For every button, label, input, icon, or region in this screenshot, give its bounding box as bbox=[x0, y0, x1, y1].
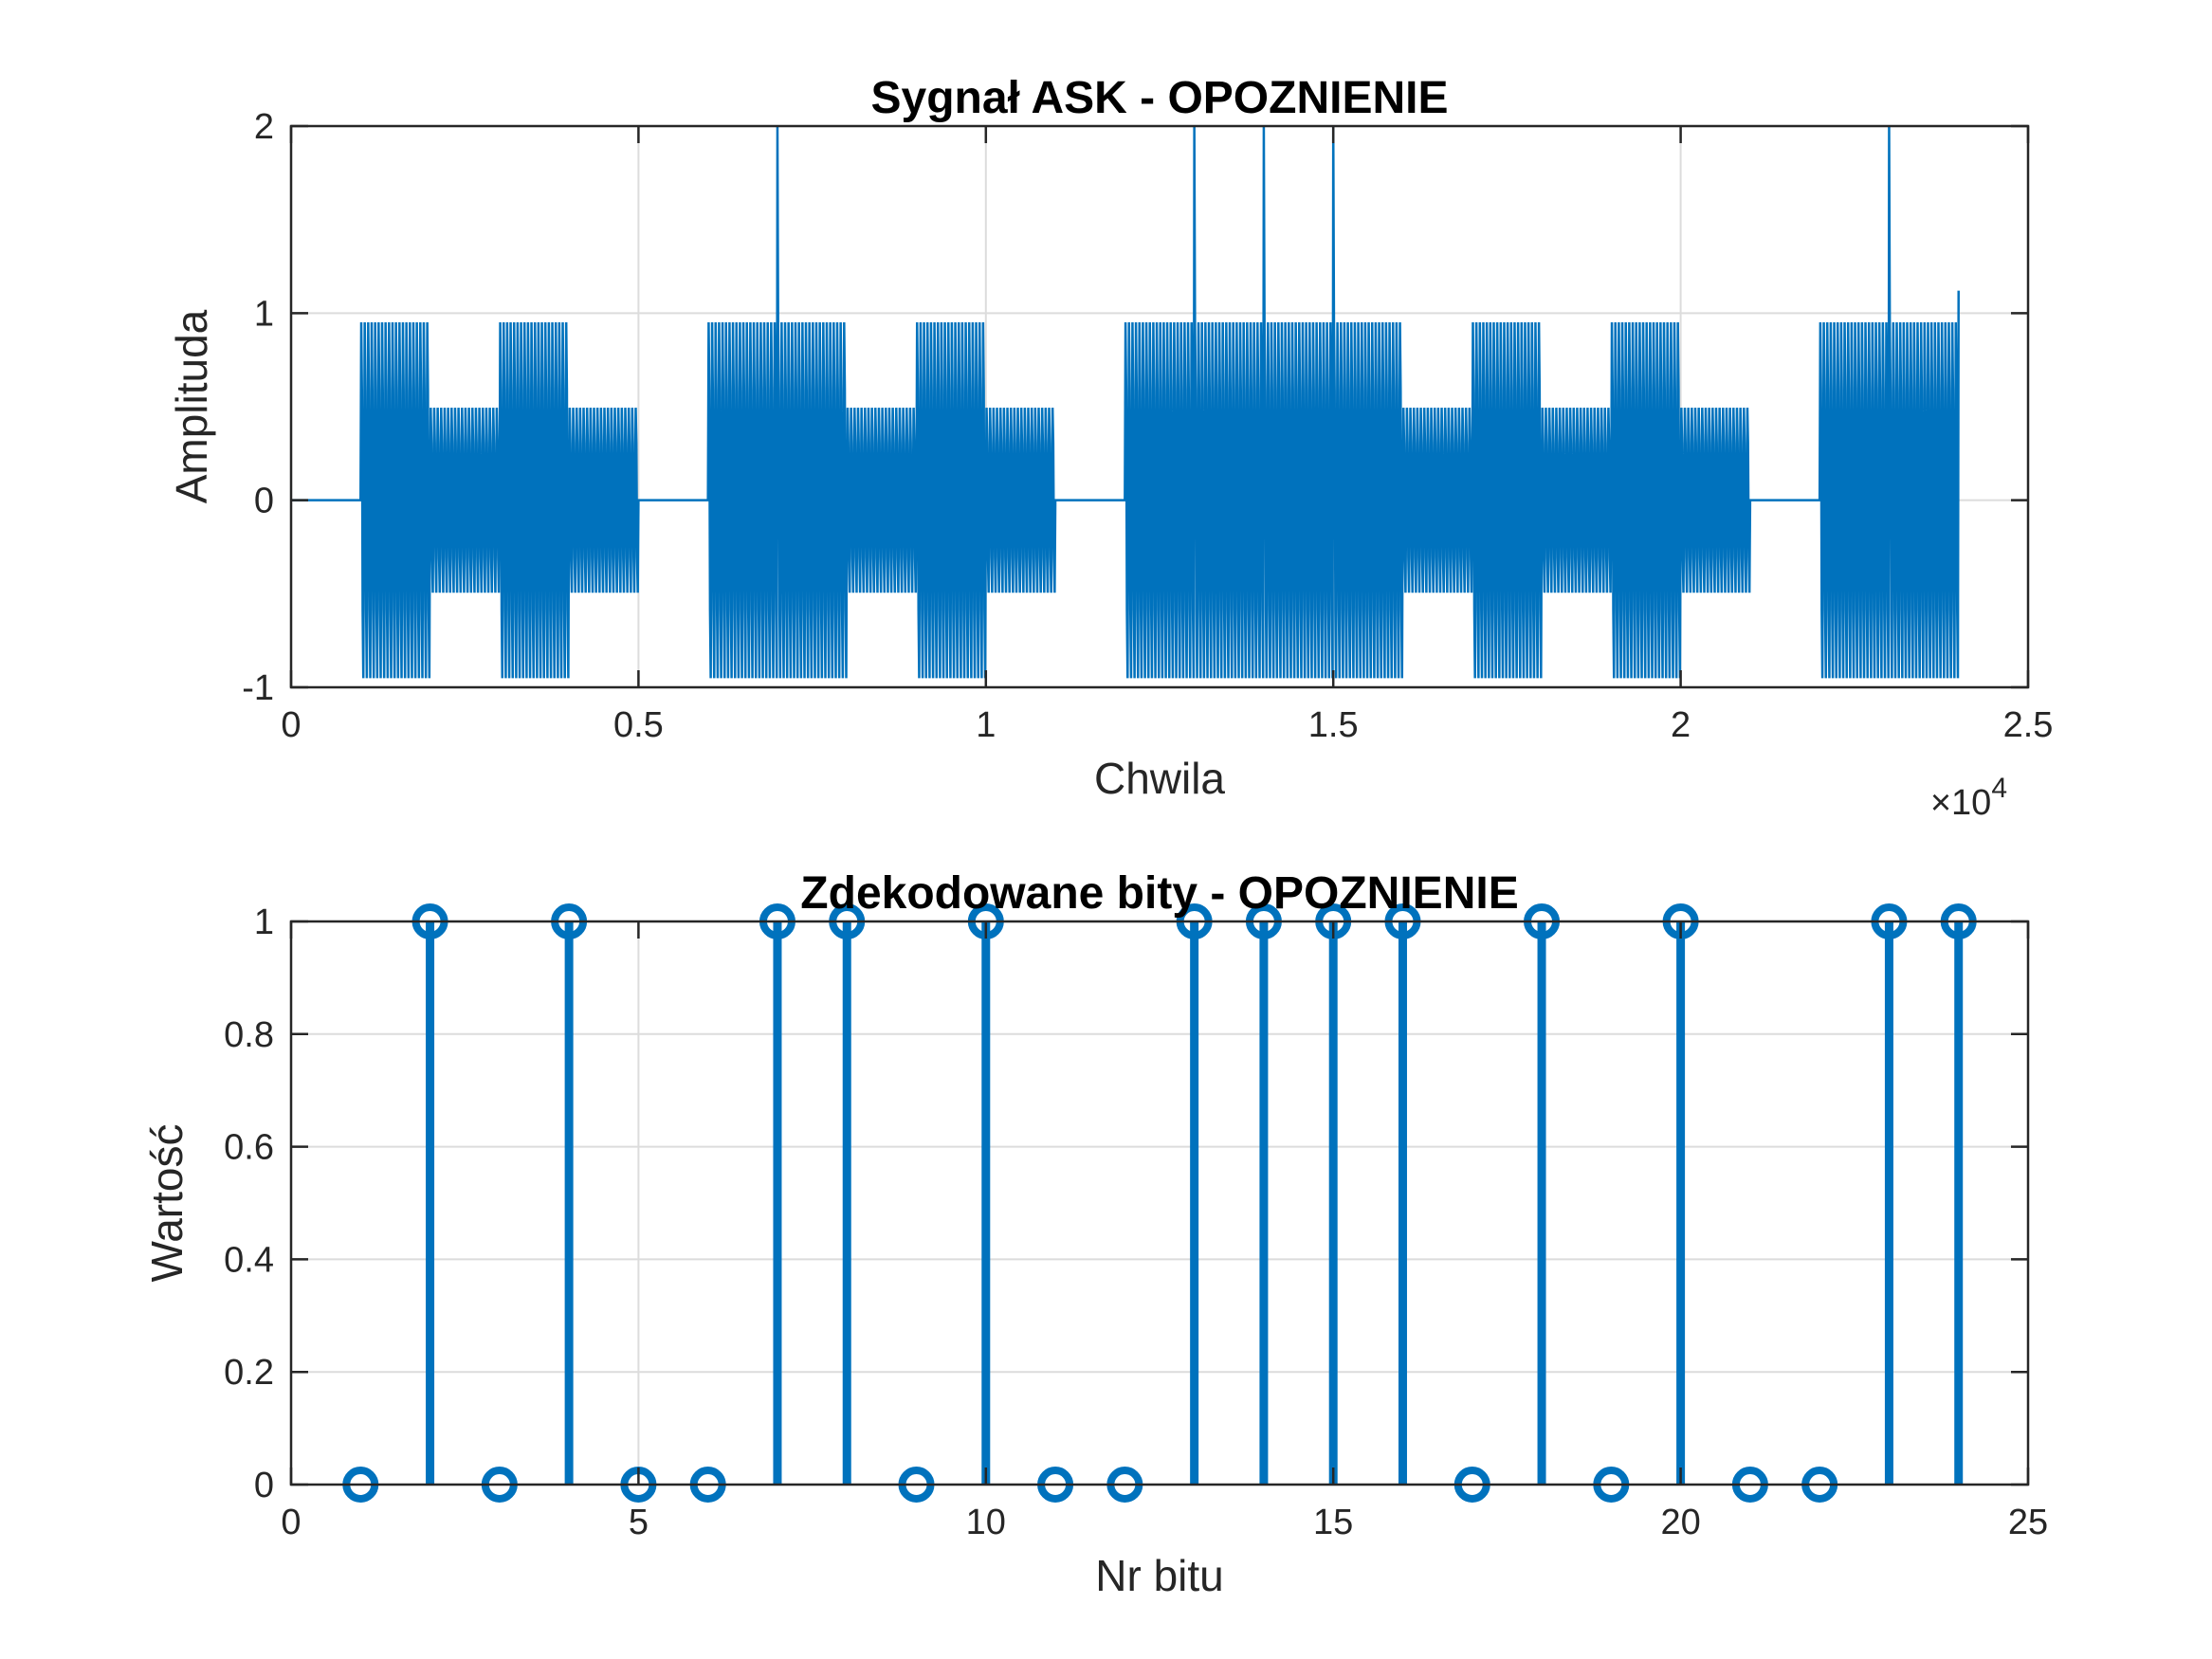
signal-plot-xtick-label: 2.5 bbox=[2003, 705, 2054, 745]
bits-plot-frame bbox=[289, 920, 2030, 1486]
bits-plot-xtick-label: 15 bbox=[1313, 1503, 1353, 1542]
signal-plot-x-exponent: ×104 bbox=[1930, 773, 2007, 823]
signal-plot-ytick-label: 0 bbox=[254, 482, 274, 521]
signal-plot-xtick-label: 1 bbox=[976, 705, 996, 745]
bits-plot-ticks: 0 5 10 15 20 25 0 0.2 0.4 0.6 0.8 1 bbox=[224, 902, 2048, 1542]
bits-plot-ytick-label: 1 bbox=[254, 902, 274, 942]
bits-plot-ytick-label: 0 bbox=[254, 1466, 274, 1505]
signal-plot-ytick-label: 2 bbox=[254, 107, 274, 147]
bits-plot-ytick-label: 0.2 bbox=[224, 1353, 274, 1393]
signal-plot-data bbox=[291, 125, 1960, 679]
signal-plot-title: Sygnał ASK - OPOZNIENIE bbox=[871, 73, 1449, 123]
bits-plot-xtick-label: 0 bbox=[281, 1503, 301, 1542]
signal-plot-xlabel: Chwila bbox=[1094, 754, 1225, 803]
signal-plot-xtick-label: 0 bbox=[281, 705, 301, 745]
signal-plot-xtick-label: 0.5 bbox=[613, 705, 664, 745]
signal-plot-xtick-label: 1.5 bbox=[1308, 705, 1359, 745]
bits-plot-ytick-label: 0.6 bbox=[224, 1128, 274, 1168]
x-exponent-power: 4 bbox=[1991, 773, 2007, 804]
bits-plot-xtick-label: 5 bbox=[629, 1503, 649, 1542]
bits-plot-xtick-label: 25 bbox=[2008, 1503, 2048, 1542]
bits-plot-xtick-label: 10 bbox=[966, 1503, 1006, 1542]
signal-plot-ytick-label: 1 bbox=[254, 294, 274, 334]
bits-plot: 0 5 10 15 20 25 0 0.2 0.4 0.6 0.8 1 Zdekodowane bit… bbox=[142, 868, 2048, 1600]
signal-plot-xtick-label: 2 bbox=[1671, 705, 1691, 745]
signal-plot-ylabel: Amplituda bbox=[167, 309, 216, 503]
bits-plot-ytick-label: 0.8 bbox=[224, 1015, 274, 1055]
signal-plot-frame bbox=[289, 124, 2030, 689]
bits-plot-xlabel: Nr bitu bbox=[1095, 1551, 1223, 1600]
bits-plot-ylabel: Wartość bbox=[142, 1124, 192, 1283]
bits-plot-title: Zdekodowane bity - OPOZNIENIE bbox=[800, 868, 1518, 919]
ask-signal-line bbox=[291, 125, 1960, 679]
bits-plot-ytick-label: 0.4 bbox=[224, 1240, 274, 1280]
bits-plot-xtick-label: 20 bbox=[1660, 1503, 1700, 1542]
x-exponent-base: ×10 bbox=[1930, 783, 1991, 823]
signal-plot-ytick-label: -1 bbox=[242, 668, 274, 708]
